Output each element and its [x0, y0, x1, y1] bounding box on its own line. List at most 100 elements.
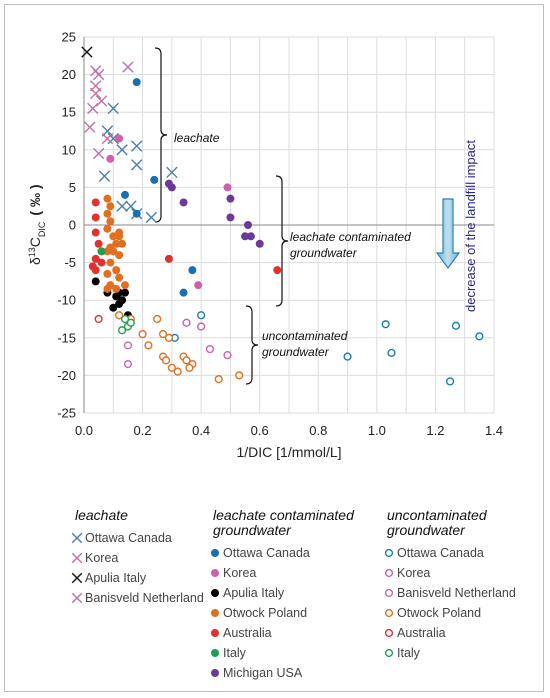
data-point — [132, 78, 141, 87]
data-point — [103, 209, 112, 218]
data-point — [106, 258, 115, 267]
data-point — [91, 254, 100, 263]
legend-item-label: Apulia Italy — [85, 571, 147, 585]
data-point — [109, 303, 118, 312]
y-tick-label: -25 — [57, 406, 76, 421]
legend-item-label: Korea — [397, 566, 430, 580]
data-point — [91, 198, 100, 207]
data-point — [164, 254, 173, 263]
data-point — [451, 321, 461, 330]
data-point — [179, 198, 188, 207]
leachate-annotation: leachate — [174, 131, 220, 145]
data-point — [91, 266, 100, 275]
data-point — [107, 132, 119, 145]
data-point — [103, 194, 112, 203]
data-point — [244, 221, 252, 229]
data-points — [81, 46, 484, 386]
y-tick-label: 25 — [62, 30, 76, 45]
data-point — [167, 363, 176, 372]
x-tick-label: 0.4 — [192, 423, 210, 438]
legend-item-label: Ottawa Canada — [397, 546, 484, 560]
data-point — [246, 232, 255, 241]
data-point — [116, 200, 128, 212]
data-point — [126, 318, 135, 327]
legend-item-label: Ottawa Canada — [85, 531, 172, 545]
contaminated-brace — [275, 175, 289, 307]
data-point — [98, 170, 111, 182]
data-point — [241, 232, 250, 241]
data-point — [92, 147, 105, 160]
data-point — [112, 266, 121, 275]
data-point — [81, 46, 93, 58]
data-point — [123, 341, 133, 350]
data-point — [115, 273, 124, 282]
legend-item-label: Banisveld Netherland — [85, 591, 204, 605]
data-point — [123, 360, 133, 369]
data-point — [475, 332, 484, 341]
y-axis-label-sub: DIC — [37, 221, 47, 237]
legend-group-title: leachate contaminated — [213, 507, 355, 523]
data-point — [223, 350, 232, 360]
legend-group-title: uncontaminated — [387, 507, 488, 523]
data-point — [118, 296, 127, 305]
down-arrow-icon — [435, 198, 461, 270]
y-axis-label-delta: δ — [27, 257, 43, 265]
data-point — [131, 140, 143, 152]
figure-frame — [4, 4, 544, 692]
data-point — [94, 239, 103, 248]
data-point — [179, 288, 188, 297]
data-point — [188, 266, 197, 275]
x-tick-label: 0.6 — [251, 423, 269, 438]
data-point — [103, 269, 112, 278]
y-axis-label-unit: ( ‰ ) — [27, 184, 43, 215]
y-tick-label: 10 — [62, 142, 76, 157]
legend-item-label: Ottawa Canada — [223, 546, 310, 560]
uncontaminated-brace — [245, 305, 259, 385]
data-point — [95, 95, 108, 107]
data-point — [182, 356, 191, 365]
legend-marker — [384, 628, 394, 638]
legend-item-label: Michigan USA — [223, 666, 303, 680]
x-tick-label: 0.2 — [134, 423, 152, 438]
legend-marker — [71, 592, 83, 604]
data-point — [158, 329, 168, 339]
legend-item-label: Italy — [223, 646, 247, 660]
data-point — [144, 341, 153, 350]
data-point — [226, 194, 235, 203]
data-point — [132, 209, 141, 218]
data-point — [115, 228, 124, 237]
y-tick-label: -15 — [57, 330, 76, 345]
y-axis-label: δ13CDIC ( ‰ ) — [27, 184, 47, 265]
y-tick-label: -5 — [64, 255, 76, 270]
data-point — [167, 183, 176, 192]
data-point — [343, 352, 352, 361]
y-tick-label: -20 — [57, 368, 76, 383]
legend-item-label: Italy — [397, 646, 421, 660]
data-point — [185, 363, 194, 372]
data-point — [122, 61, 134, 73]
data-point — [381, 320, 390, 329]
data-point — [106, 217, 115, 226]
legend-item-label: Korea — [223, 566, 256, 580]
leachate-brace — [154, 47, 168, 223]
legend-marker — [211, 569, 219, 577]
contaminated-annotation-line1: leachate contaminated — [290, 230, 411, 244]
y-tick-label: -10 — [57, 293, 76, 308]
legend-marker — [384, 568, 394, 578]
data-point — [103, 247, 112, 256]
legend-marker — [211, 629, 219, 637]
data-point — [118, 239, 127, 248]
data-point — [97, 247, 106, 256]
legend-marker — [71, 572, 83, 584]
legend-item-label: Korea — [85, 551, 118, 565]
legend-marker — [211, 589, 219, 597]
data-point — [84, 121, 96, 133]
data-point — [223, 183, 232, 192]
data-point — [115, 251, 124, 260]
legend-marker — [384, 648, 394, 658]
data-point — [103, 224, 112, 233]
legend-marker — [71, 532, 83, 544]
data-point — [161, 356, 171, 365]
data-point — [112, 239, 121, 248]
